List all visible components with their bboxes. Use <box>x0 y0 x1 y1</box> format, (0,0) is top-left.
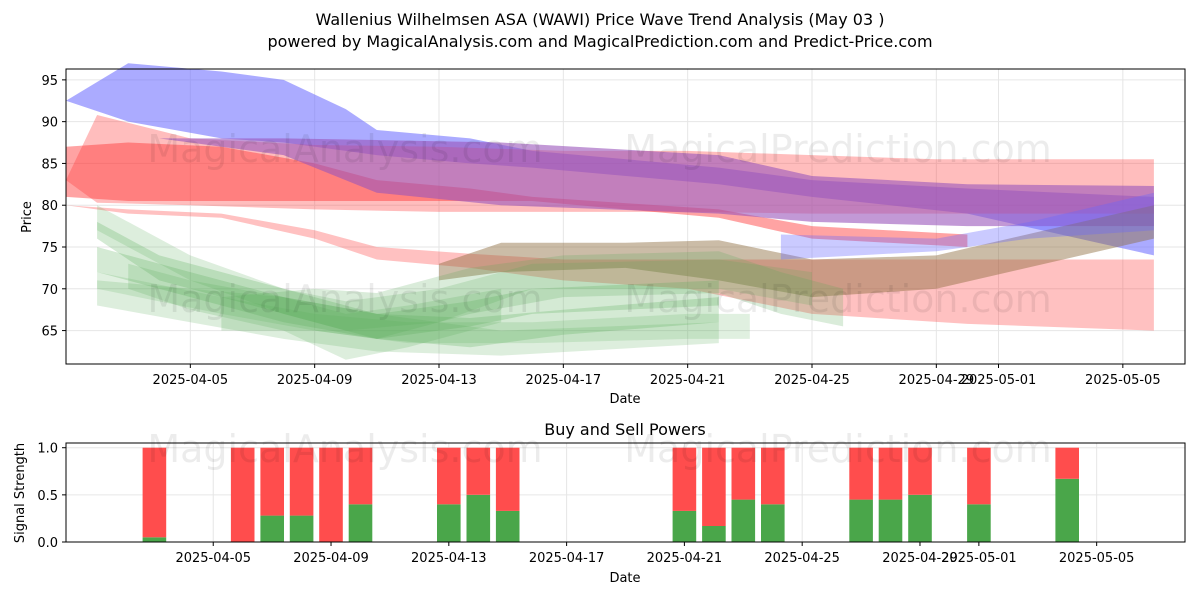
sell-bar <box>437 447 461 505</box>
price-band-blue-slate <box>780 192 1154 260</box>
watermark-analysis-mid: MagicalAnalysis.com <box>147 277 542 321</box>
buy-bar <box>348 504 373 542</box>
powers-y-tick-label: 0.0 <box>37 536 58 551</box>
buy-bar <box>967 504 991 542</box>
powers-plot-frame <box>65 442 1186 543</box>
buy-bar <box>908 494 932 542</box>
price-x-tick-label: 2025-04-29 <box>899 373 975 388</box>
powers-x-tick-label: 2025-04-05 <box>175 551 251 566</box>
price-x-tick-label: 2025-04-09 <box>277 373 353 388</box>
price-x-tick-label: 2025-04-05 <box>153 373 229 388</box>
powers-x-tick-label: 2025-04-17 <box>529 551 605 566</box>
powers-x-tick-label: 2025-05-05 <box>1059 551 1135 566</box>
watermark-prediction-top: MagicalPrediction.com <box>624 127 1052 171</box>
price-band-brown <box>439 205 1154 298</box>
sell-bar <box>761 447 785 505</box>
chart-title: Wallenius Wilhelmsen ASA (WAWI) Price Wa… <box>316 10 885 29</box>
watermark-analysis-top: MagicalAnalysis.com <box>147 127 542 171</box>
powers-x-tick-label: 2025-04-09 <box>293 551 369 566</box>
buy-bar <box>849 499 873 542</box>
buy-bar <box>672 510 697 542</box>
price-band-green-2 <box>97 247 719 348</box>
sell-bar <box>967 447 991 505</box>
price-band-green-3 <box>97 280 719 356</box>
powers-y-ticks: 0.0 0.5 1.0 <box>37 442 66 551</box>
price-watermarks: MagicalAnalysis.com MagicalPrediction.co… <box>147 127 1051 321</box>
powers-title: Buy and Sell Powers <box>544 420 706 439</box>
sell-bar <box>731 447 756 500</box>
sell-bar <box>495 447 520 511</box>
powers-x-tick-label: 2025-04-13 <box>411 551 487 566</box>
price-band-red-dark <box>66 142 968 247</box>
chart-subtitle: powered by MagicalAnalysis.com and Magic… <box>267 32 932 51</box>
sell-bar <box>260 447 284 516</box>
powers-watermarks: MagicalAnalysis.com MagicalPrediction.co… <box>147 427 1051 471</box>
buy-bar <box>702 526 726 542</box>
sell-bar <box>908 447 932 495</box>
price-x-tick-label: 2025-04-13 <box>401 373 477 388</box>
sell-bar <box>230 447 255 542</box>
watermark-prediction-bottom: MagicalPrediction.com <box>624 427 1052 471</box>
price-y-tick-label: 70 <box>41 283 58 298</box>
buy-bar <box>260 515 284 542</box>
buy-bar <box>437 504 461 542</box>
sell-bar <box>142 447 167 538</box>
buy-bar <box>289 515 314 542</box>
price-y-tick-label: 65 <box>41 325 58 340</box>
sell-bar <box>849 447 873 500</box>
sell-bar <box>672 447 697 511</box>
price-band-green-4 <box>97 205 813 331</box>
price-bands <box>66 63 1154 360</box>
powers-x-tick-label: 2025-04-29 <box>882 551 958 566</box>
powers-x-label: Date <box>609 571 640 586</box>
price-x-tick-label: 2025-05-01 <box>961 373 1037 388</box>
sell-bar <box>1055 447 1079 479</box>
price-y-ticks: 65 70 75 80 85 90 95 <box>41 74 66 340</box>
sell-bar <box>702 447 726 526</box>
powers-x-tick-label: 2025-04-21 <box>647 551 723 566</box>
powers-x-ticks: 2025-04-05 2025-04-09 2025-04-13 2025-04-17… <box>175 542 1134 566</box>
price-y-tick-label: 75 <box>41 241 58 256</box>
price-band-red-band-lower <box>66 205 1154 331</box>
buy-bar <box>142 537 167 542</box>
price-band-green-1 <box>97 221 719 339</box>
powers-y-label: Signal Strength <box>13 443 28 543</box>
price-y-label: Price <box>20 201 35 233</box>
buy-bar <box>731 499 756 542</box>
price-band-green-6 <box>97 272 750 344</box>
price-y-tick-label: 80 <box>41 199 58 214</box>
price-y-tick-label: 85 <box>41 157 58 172</box>
sell-bar <box>319 447 343 542</box>
buy-bar <box>495 510 520 542</box>
price-plot-frame <box>65 68 1186 365</box>
buy-bar <box>878 499 903 542</box>
powers-y-tick-label: 0.5 <box>37 489 58 504</box>
buy-bar <box>466 494 491 542</box>
price-x-ticks: 2025-04-05 2025-04-09 2025-04-13 2025-04-17… <box>153 364 1161 388</box>
price-band-purple <box>159 138 1154 227</box>
sell-bar <box>289 447 314 516</box>
sell-bar <box>878 447 903 500</box>
powers-bars <box>142 447 1079 542</box>
powers-x-tick-label: 2025-05-01 <box>941 551 1017 566</box>
watermark-analysis-bottom: MagicalAnalysis.com <box>147 427 542 471</box>
watermark-prediction-mid: MagicalPrediction.com <box>624 277 1052 321</box>
buy-bar <box>761 504 785 542</box>
price-band-green-7 <box>128 263 502 360</box>
price-y-tick-label: 95 <box>41 74 58 89</box>
sell-bar <box>466 447 491 495</box>
powers-x-tick-label: 2025-04-25 <box>764 551 840 566</box>
price-x-tick-label: 2025-04-25 <box>774 373 850 388</box>
price-band-green-5 <box>221 251 844 339</box>
sell-bar <box>348 447 373 505</box>
price-x-tick-label: 2025-05-05 <box>1085 373 1161 388</box>
price-x-tick-label: 2025-04-21 <box>650 373 726 388</box>
price-x-label: Date <box>609 392 640 407</box>
powers-y-tick-label: 1.0 <box>37 442 58 457</box>
buy-bar <box>1055 478 1079 542</box>
price-x-tick-label: 2025-04-17 <box>526 373 602 388</box>
price-y-tick-label: 90 <box>41 116 58 131</box>
